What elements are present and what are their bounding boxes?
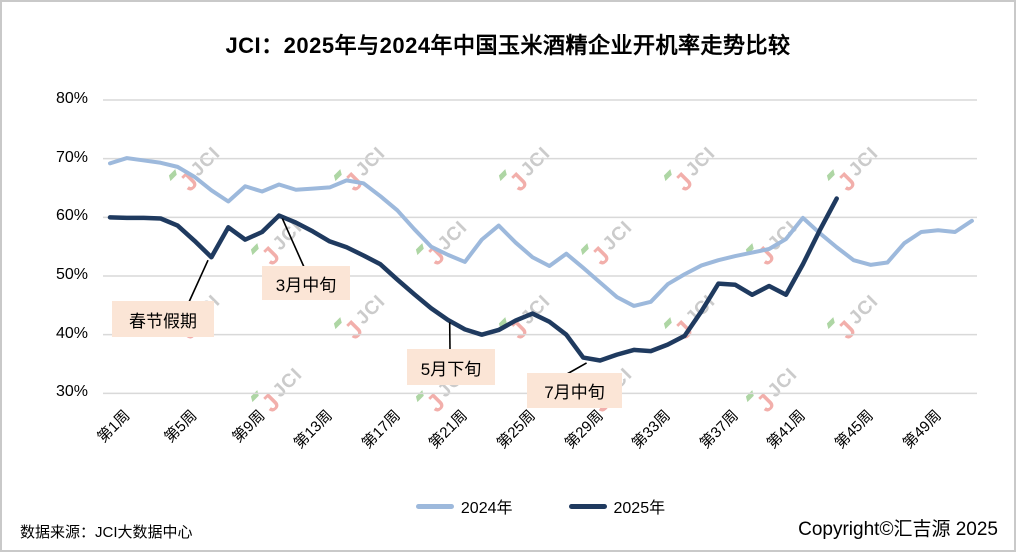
y-tick-label: 60% <box>55 207 88 225</box>
legend-label: 2024年 <box>460 500 513 517</box>
series-line-2024年 <box>108 156 974 308</box>
data-source-note: 数据来源：JCI大数据中心 <box>20 524 193 541</box>
annotation-callout: 7月中旬 <box>527 373 622 408</box>
annotation-callout: 5月下旬 <box>407 349 495 385</box>
annotation-callout: 春节假期 <box>112 301 214 337</box>
y-tick-label: 70% <box>55 148 88 166</box>
legend-item-2025年: 2025年 <box>568 494 666 518</box>
annotation-leader-line <box>188 259 209 303</box>
legend-item-2024年: 2024年 <box>415 494 513 518</box>
chart-title: JCI：2025年与2024年中国玉米酒精企业开机率走势比较 <box>225 33 791 58</box>
annotation-leader-line <box>281 218 305 268</box>
chart-legend: 2024年 2025年 <box>102 494 979 518</box>
copyright-note: Copyright©汇吉源 2025 <box>798 519 998 540</box>
y-tick-label: 80% <box>55 90 88 107</box>
legend-line-swatch <box>568 503 607 509</box>
y-tick-label: 30% <box>55 383 88 401</box>
y-tick-label: 40% <box>55 324 88 342</box>
annotation-callout: 3月中旬 <box>262 266 350 300</box>
legend-label: 2025年 <box>613 500 666 517</box>
annotation-leader-line <box>566 362 587 375</box>
legend-line-swatch <box>415 503 454 509</box>
series-line-2025年 <box>107 196 839 363</box>
y-tick-label: 50% <box>55 266 88 283</box>
